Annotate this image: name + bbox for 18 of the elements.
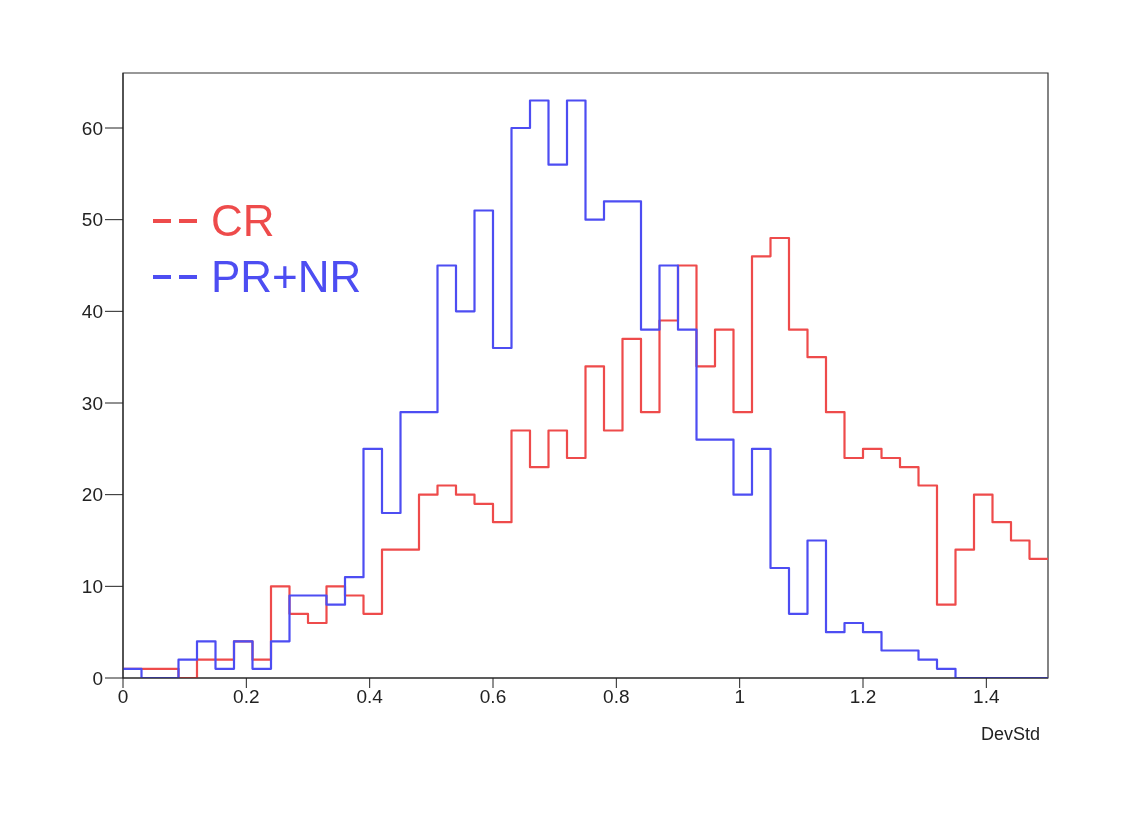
x-tick-label: 1 <box>734 686 745 708</box>
legend-label: CR <box>211 195 275 247</box>
y-tick-label: 50 <box>81 209 103 231</box>
y-tick-label: 30 <box>81 392 103 414</box>
x-tick-label: 1.4 <box>973 686 1000 708</box>
x-tick-label: 0.8 <box>603 686 630 708</box>
x-axis-title: DevStd <box>980 724 1040 744</box>
x-tick-label: 0.6 <box>479 686 507 708</box>
legend-label: PR+NR <box>211 251 362 303</box>
y-tick-label: 10 <box>81 576 103 598</box>
x-tick-label: 0 <box>117 686 129 708</box>
x-tick-label: 0.4 <box>356 686 384 708</box>
y-tick-label: 60 <box>81 117 103 139</box>
x-tick-label: 0.2 <box>233 686 260 708</box>
x-tick-label: 1.2 <box>849 686 877 708</box>
y-tick-label: 0 <box>92 667 103 689</box>
y-tick-label: 40 <box>81 301 103 323</box>
y-tick-label: 20 <box>81 484 103 506</box>
